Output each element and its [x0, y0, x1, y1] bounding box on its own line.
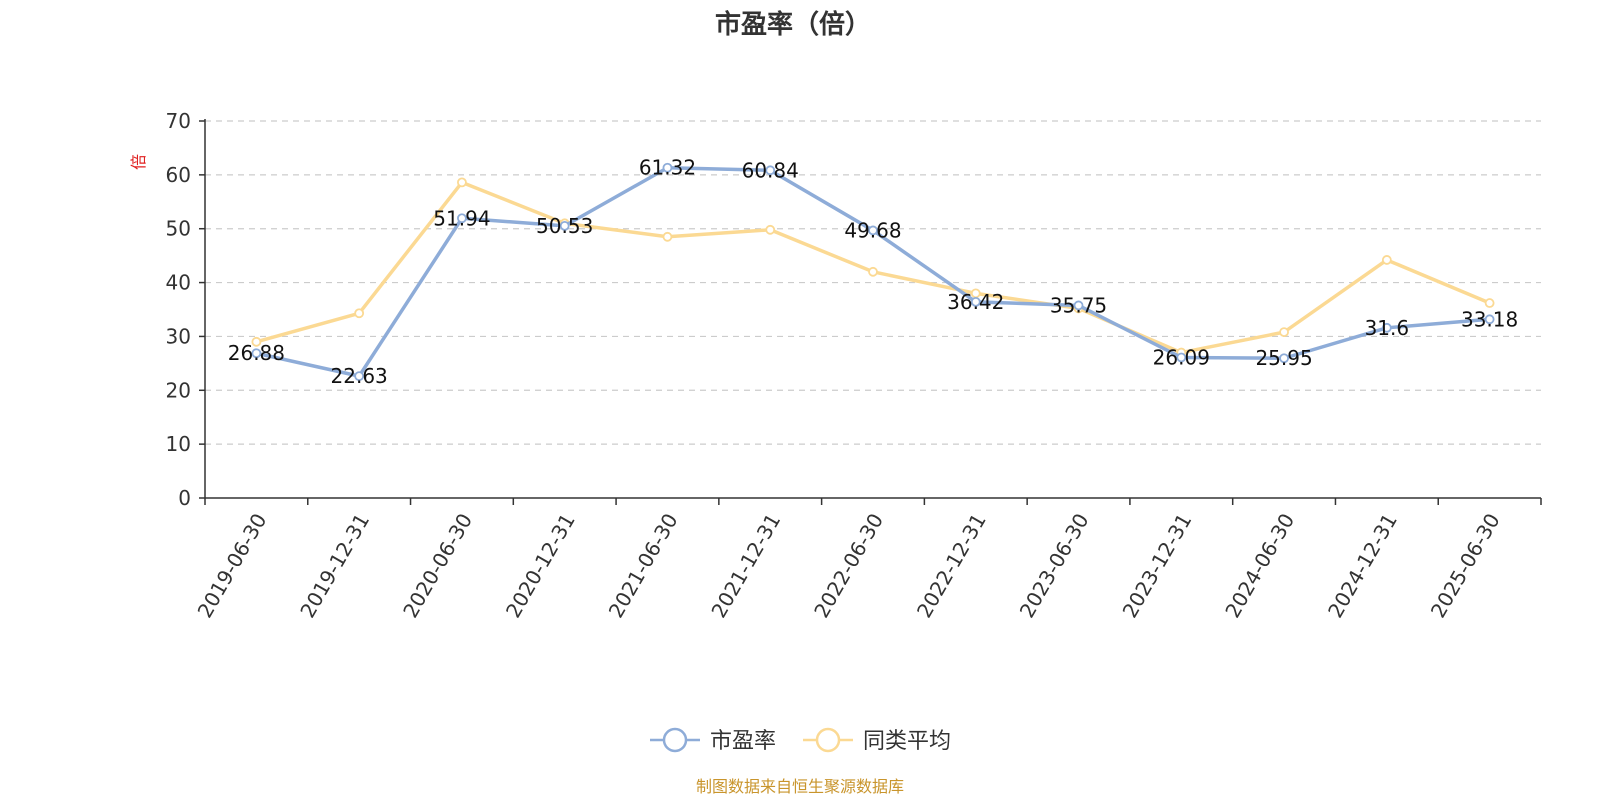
data-label: 31.6 [1365, 316, 1410, 340]
series-0-point [970, 296, 981, 307]
source-note: 制图数据来自恒生聚源数据库 [696, 777, 904, 796]
legend-label: 同类平均 [863, 729, 951, 754]
y-tick-label: 70 [166, 109, 191, 133]
y-tick-label: 40 [166, 271, 191, 295]
x-tick-label: 2020-12-31 [501, 509, 580, 622]
grid-lines [205, 120, 1541, 445]
series-0-point [765, 165, 776, 176]
x-tick-label: 2019-12-31 [295, 509, 374, 622]
series-0-point [1073, 300, 1084, 311]
legend-swatch-marker [662, 727, 688, 753]
x-tick-label: 2023-12-31 [1117, 509, 1196, 622]
data-label: 26.09 [1153, 345, 1210, 369]
legend-swatch-marker [815, 727, 841, 753]
data-label: 60.84 [742, 158, 799, 182]
legend-label: 市盈率 [710, 729, 776, 754]
series-0-point [559, 220, 570, 231]
data-label: 49.68 [844, 218, 901, 242]
data-label: 25.95 [1255, 346, 1312, 370]
x-tick-label: 2024-12-31 [1323, 509, 1402, 622]
data-label: 35.75 [1050, 293, 1107, 317]
series-0-point [1484, 314, 1495, 325]
series-0-point [1381, 322, 1392, 333]
chart-title: 市盈率（倍） [715, 9, 871, 40]
y-tick-label: 20 [166, 378, 191, 402]
series-1-point [765, 224, 776, 235]
series-0-point [662, 162, 673, 173]
x-tick-label: 2020-06-30 [398, 509, 477, 622]
series-0-point [1176, 352, 1187, 363]
series-1-point [251, 336, 262, 347]
series-1-point [868, 266, 878, 277]
x-tick-label: 2024-06-30 [1220, 509, 1299, 622]
series-1-point [457, 177, 467, 188]
y-tick-label: 50 [166, 217, 191, 241]
series-0-point [354, 371, 365, 382]
x-tick-label: 2025-06-30 [1426, 509, 1505, 622]
y-tick-label: 0 [178, 486, 191, 510]
legend-item-1[interactable]: 同类平均 [803, 727, 951, 754]
y-tick-label: 30 [166, 324, 191, 348]
x-tick-label: 2019-06-30 [193, 509, 272, 622]
x-tick-label: 2022-12-31 [912, 509, 991, 622]
data-label: 36.42 [947, 290, 1004, 314]
y-tick-label: 10 [166, 432, 191, 456]
data-label: 61.32 [639, 156, 696, 180]
series-1-point [1381, 255, 1392, 265]
data-label: 33.18 [1461, 307, 1518, 331]
series-1-point [1484, 298, 1495, 308]
series-1-point [354, 308, 365, 319]
series-0-point [251, 348, 262, 359]
legend-item-0[interactable]: 市盈率 [650, 727, 776, 754]
x-tick-label: 2021-12-31 [706, 509, 785, 622]
data-label: 51.94 [433, 206, 490, 230]
series-0-point [1279, 353, 1289, 364]
legend: 市盈率 同类平均 [650, 727, 951, 754]
y-tick-label: 60 [166, 163, 191, 187]
data-labels: 26.88 22.63 51.94 50.53 61.32 60.84 49.68 36.42… [228, 156, 1518, 388]
series-lines [251, 162, 1495, 382]
data-label: 50.53 [536, 214, 593, 238]
series-1-point [1279, 327, 1289, 338]
x-tick-label: 2023-06-30 [1015, 509, 1094, 622]
x-tick-label: 2021-06-30 [604, 509, 683, 622]
data-label: 22.63 [331, 364, 388, 388]
series-0-point [868, 225, 878, 236]
data-label: 26.88 [228, 341, 285, 365]
x-tick-label: 2022-06-30 [809, 509, 888, 622]
series-1-point [662, 231, 673, 242]
y-axis-unit-label: 倍 [129, 154, 148, 170]
series-0-point [457, 213, 467, 224]
